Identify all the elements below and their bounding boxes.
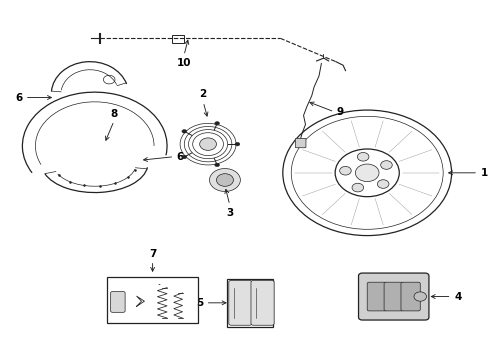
Text: 8: 8 [110,109,118,119]
FancyBboxPatch shape [400,282,419,311]
Circle shape [199,138,216,150]
Circle shape [214,122,219,125]
Circle shape [377,180,388,188]
Circle shape [182,155,186,159]
Text: 2: 2 [199,89,206,99]
Circle shape [235,142,239,146]
FancyBboxPatch shape [295,138,305,148]
Circle shape [355,164,378,181]
Circle shape [380,161,391,169]
Circle shape [357,153,368,161]
FancyBboxPatch shape [358,273,428,320]
Circle shape [209,168,240,192]
FancyBboxPatch shape [250,280,274,325]
Text: 4: 4 [453,292,461,302]
Circle shape [413,292,426,301]
Circle shape [182,130,186,133]
Text: 6: 6 [176,152,183,162]
Circle shape [351,183,363,192]
FancyBboxPatch shape [366,282,386,311]
Text: 3: 3 [225,208,233,218]
Circle shape [216,174,233,186]
Text: 1: 1 [480,168,487,178]
FancyBboxPatch shape [110,292,125,312]
FancyBboxPatch shape [383,282,403,311]
Text: 7: 7 [149,249,156,259]
Circle shape [214,163,219,167]
FancyBboxPatch shape [228,280,251,325]
Text: 5: 5 [196,298,203,308]
Text: 9: 9 [336,107,343,117]
Text: 10: 10 [176,58,191,68]
Text: 6: 6 [15,93,22,103]
Circle shape [339,166,350,175]
